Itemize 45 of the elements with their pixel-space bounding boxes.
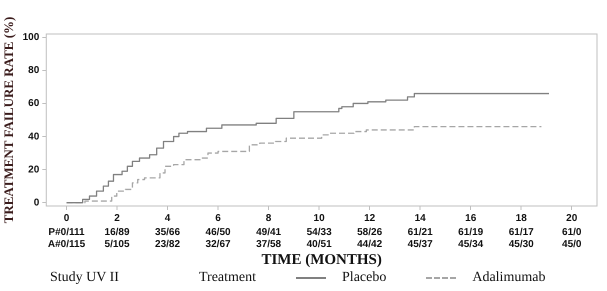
text: 61/17 [508, 226, 534, 238]
text: 44/42 [357, 238, 383, 250]
text: 45/37 [408, 238, 434, 250]
text: 32/67 [206, 238, 232, 250]
legend-label: Placebo [342, 270, 386, 286]
y-tick-label: 80 [28, 65, 40, 76]
text: 45/0 [562, 238, 582, 250]
x-axis-title: TIME (MONTHS) [261, 252, 382, 268]
x-tick-label: 20 [566, 212, 578, 224]
text: 61/0 [562, 226, 582, 238]
text: 37/58 [256, 238, 282, 250]
legend-title: Treatment [198, 270, 256, 286]
x-tick-label: 6 [215, 212, 222, 224]
x-tick-label: 0 [64, 212, 70, 224]
y-tick-label: 60 [28, 98, 40, 110]
text: 35/66 [155, 226, 180, 238]
text: 46/50 [206, 226, 232, 238]
text: A#0/115 [48, 238, 86, 250]
text: P#0/111 [48, 226, 86, 238]
text: 58/26 [357, 226, 383, 238]
legend-label: Adalimumab [472, 270, 546, 286]
y-tick-label: 40 [28, 131, 40, 142]
text: 23/82 [155, 238, 180, 250]
text: 61/19 [458, 226, 484, 238]
y-tick-label: 20 [28, 164, 40, 176]
x-tick-label: 18 [516, 212, 528, 224]
text: 49/41 [256, 226, 282, 238]
x-tick-label: 14 [414, 212, 426, 224]
x-tick-label: 2 [114, 212, 120, 224]
text: 5/105 [104, 238, 130, 250]
text: 54/33 [306, 226, 332, 238]
x-tick-label: 10 [314, 212, 326, 224]
y-axis-title: TREATMENT FAILURE RATE (%) [1, 16, 16, 224]
x-tick-label: 4 [164, 212, 171, 224]
text: Study UV II [50, 270, 119, 286]
y-tick-label: 0 [34, 197, 40, 208]
text: 61/21 [408, 226, 434, 238]
text: 45/30 [508, 238, 534, 250]
x-tick-label: 12 [364, 212, 376, 224]
x-tick-label: 8 [266, 212, 272, 224]
x-tick-label: 16 [465, 212, 477, 224]
text: 16/89 [104, 226, 130, 238]
text: 45/34 [458, 238, 484, 250]
y-tick-label: 100 [22, 32, 40, 44]
text: 40/51 [306, 238, 332, 250]
